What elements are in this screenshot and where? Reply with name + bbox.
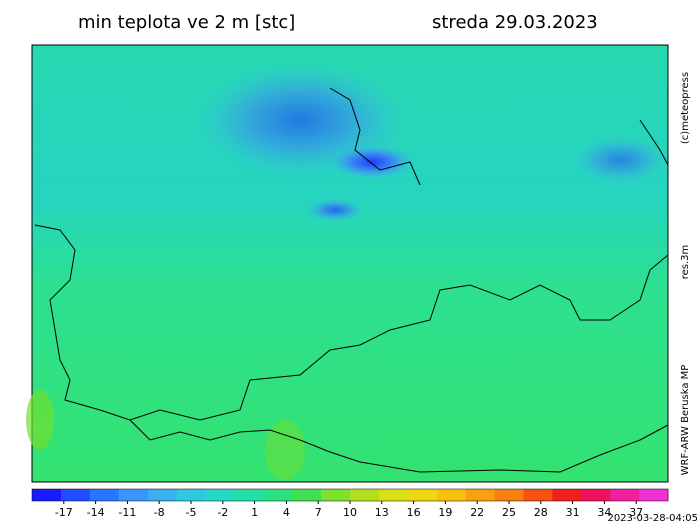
colorbar-tick-label: -14 <box>87 506 105 519</box>
cold-area <box>570 135 670 185</box>
colorbar-segment <box>639 489 669 501</box>
colorbar-segment <box>610 489 640 501</box>
colorbar-segment <box>32 489 62 501</box>
border-line <box>639 119 669 166</box>
border-line <box>34 224 669 421</box>
colorbar-segment <box>436 489 467 501</box>
colorbar-segment <box>350 489 380 501</box>
cold-area <box>305 198 365 222</box>
warm-area <box>265 420 305 480</box>
map-date: streda 29.03.2023 <box>432 12 598 33</box>
cold-core <box>327 144 417 180</box>
colorbar-tick-label: 1 <box>251 506 258 519</box>
colorbar-tick-label: -11 <box>118 506 136 519</box>
colorbar-segment <box>494 489 524 501</box>
colorbar-segment <box>118 489 149 501</box>
colorbar-segment <box>292 489 322 501</box>
timestamp: 2023-03-28-04:05 <box>607 513 698 524</box>
colorbar-segment <box>60 489 91 501</box>
border-line <box>129 419 669 473</box>
colorbar: -17 -14 -11 -8 -5 -2 1 4 7 10 13 16 19 22 25 28 31 34 37 <box>31 488 669 519</box>
border-line <box>329 87 421 186</box>
colorbar-segment <box>581 489 611 501</box>
colorbar-tick-label: 16 <box>407 506 421 519</box>
colorbar-segment <box>205 489 235 501</box>
colorbar-segment <box>89 489 120 501</box>
colorbar-tick-label: -2 <box>217 506 228 519</box>
colorbar-segment <box>263 489 293 501</box>
colorbar-tick-label: 4 <box>283 506 290 519</box>
colorbar-tick-label: 10 <box>343 506 357 519</box>
resolution: res.3m <box>680 245 691 280</box>
map-title: min teplota ve 2 m [stc] <box>78 12 295 33</box>
colorbar-tick-label: -8 <box>154 506 165 519</box>
colorbar-segment <box>321 489 351 501</box>
colorbar-segment <box>234 489 264 501</box>
credit: (c)meteopress <box>680 72 691 144</box>
colorbar-tick-label: 28 <box>534 506 548 519</box>
colorbar-segment <box>147 489 178 501</box>
colorbar-tick-label: -5 <box>186 506 197 519</box>
colorbar-tick-label: 19 <box>438 506 452 519</box>
colorbar-segment <box>378 489 409 501</box>
colorbar-tick-label: 13 <box>375 506 389 519</box>
colorbar-tick-label: 25 <box>502 506 516 519</box>
colorbar-tick-label: 7 <box>315 506 322 519</box>
colorbar-segment <box>552 489 582 501</box>
warm-area <box>26 390 54 450</box>
colorbar-tick-label: 37 <box>629 506 643 519</box>
colorbar-tick-label: 31 <box>566 506 580 519</box>
colorbar-tick-label: -17 <box>55 506 73 519</box>
model-name: WRF-ARW Beruska MP <box>680 365 691 476</box>
colorbar-segment <box>465 489 496 501</box>
colorbar-segment <box>176 489 206 501</box>
colorbar-segment <box>523 489 553 501</box>
colorbar-segment <box>407 489 438 501</box>
colorbar-tick-label: 22 <box>470 506 484 519</box>
colorbar-tick-label: 34 <box>597 506 611 519</box>
map-area <box>26 44 670 483</box>
